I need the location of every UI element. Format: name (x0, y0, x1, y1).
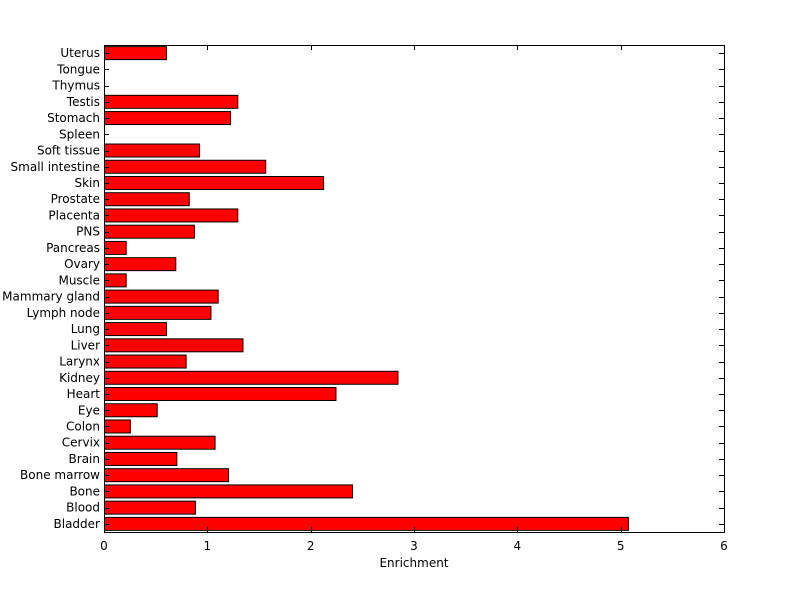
bar-placenta (104, 208, 239, 223)
bar-bladder (104, 516, 629, 531)
y-tick-label: Larynx (59, 355, 100, 369)
y-tick-label: Soft tissue (37, 144, 100, 158)
y-tick-label: Thymus (51, 79, 100, 93)
bar-soft-tissue (104, 143, 201, 158)
y-tick-label: Testis (66, 95, 100, 109)
x-tick-label: 0 (100, 539, 108, 553)
bar-stomach (104, 111, 232, 126)
bar-pancreas (104, 240, 127, 255)
bar-mammary-gland (104, 289, 219, 304)
bar-lymph-node (104, 305, 212, 320)
y-tick-label: Placenta (48, 208, 100, 222)
y-tick-label: Bladder (54, 517, 101, 531)
y-tick-label: Tongue (56, 62, 100, 76)
bar-ovary (104, 257, 177, 272)
bar-prostate (104, 192, 190, 207)
bar-heart (104, 387, 337, 402)
y-tick-label: Lymph node (27, 306, 100, 320)
bar-testis (104, 94, 239, 109)
y-tick-label: Pancreas (46, 241, 100, 255)
y-ticks-group: Uterus Tongue Thymus Testis Stomach Spleen Sof… (2, 46, 724, 531)
x-tick-label: 1 (204, 539, 212, 553)
y-tick-label: Bone marrow (20, 468, 100, 482)
y-tick-label: Cervix (62, 436, 100, 450)
y-tick-label: Brain (69, 452, 100, 466)
y-tick-label: Small intestine (11, 160, 100, 174)
y-tick-label: Heart (67, 387, 101, 401)
bar-brain (104, 451, 178, 466)
y-tick-label: Kidney (59, 371, 100, 385)
y-tick-label: Colon (66, 419, 100, 433)
y-tick-label: Ovary (64, 257, 100, 271)
bar-lung (104, 322, 167, 337)
bar-bone (104, 484, 353, 499)
y-tick-label: PNS (76, 225, 100, 239)
bar-cervix (104, 435, 216, 450)
bars-group (104, 46, 629, 531)
plot-frame (104, 45, 725, 533)
x-tick-label: 5 (617, 539, 625, 553)
y-tick-label: Lung (71, 322, 100, 336)
x-axis-label: Enrichment (379, 556, 448, 570)
y-tick-label: Blood (66, 501, 100, 515)
x-tick-label: 4 (514, 539, 522, 553)
bar-bone-marrow (104, 468, 229, 483)
y-tick-label: Muscle (58, 273, 100, 287)
x-tick-label: 2 (307, 539, 315, 553)
bar-kidney (104, 370, 399, 385)
bar-eye (104, 403, 158, 418)
x-tick-label: 6 (720, 539, 728, 553)
bar-liver (104, 338, 244, 353)
y-tick-label: Skin (74, 176, 100, 190)
bar-pns (104, 224, 195, 239)
y-tick-label: Bone (69, 484, 100, 498)
y-tick-label: Liver (71, 338, 101, 352)
bar-larynx (104, 354, 187, 369)
y-tick-label: Eye (78, 403, 100, 417)
y-tick-label: Stomach (47, 111, 100, 125)
bar-skin (104, 175, 325, 190)
y-tick-label: Uterus (60, 46, 100, 60)
y-tick-label: Spleen (59, 127, 100, 141)
bar-blood (104, 500, 196, 515)
y-tick-label: Mammary gland (2, 290, 100, 304)
y-tick-label: Prostate (51, 192, 100, 206)
bar-small-intestine (104, 159, 267, 174)
bar-uterus (104, 46, 167, 61)
x-tick-label: 3 (410, 539, 418, 553)
